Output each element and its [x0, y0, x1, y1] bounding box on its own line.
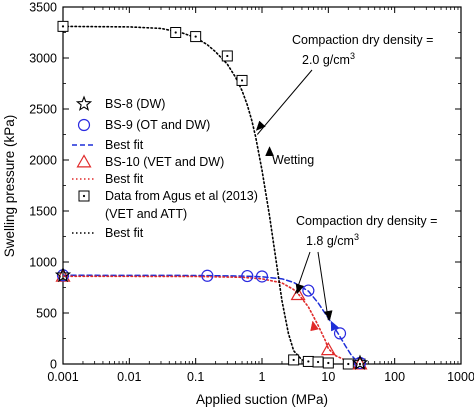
data-point-circle: [201, 269, 214, 282]
y-tick-label: 1000: [29, 256, 57, 270]
annotation-text: Wetting: [272, 153, 314, 167]
y-tick-label: 2000: [29, 154, 57, 168]
series-line-4: [63, 275, 361, 364]
y-axis-label: Swelling pressure (kPa): [2, 115, 17, 258]
data-point-dotted-square: [190, 31, 202, 43]
y-tick-label: 1500: [29, 205, 57, 219]
legend-label-line: Best fit: [105, 172, 144, 186]
data-point-star: [351, 354, 369, 370]
x-tick-label: 1: [259, 370, 266, 384]
data-point-circle: [302, 284, 315, 297]
square-marker-dot: [358, 362, 362, 366]
legend-item: BS-8 (DW): [75, 95, 165, 111]
data-point-circle: [241, 269, 254, 283]
x-tick-label: 1000: [447, 370, 474, 384]
legend-swatch-marker: [78, 190, 90, 202]
ticks: 0.001 0.01 0.1 1 10 100 1000 0 500 1000 1500 2000 25…: [29, 1, 474, 385]
data-point-triangle: [290, 286, 306, 301]
arrow-head: [323, 310, 333, 321]
square-marker-dot: [174, 31, 177, 34]
x-tick-label: 10: [321, 370, 335, 384]
legend-label: Data from Agus et al (2013) (VET and ATT): [105, 189, 258, 221]
superscript: 3: [350, 51, 355, 61]
data-point-dotted-square: [57, 20, 69, 32]
legend-label: Best fit: [105, 172, 144, 186]
legend-label-line: Data from Agus et al (2013): [105, 189, 258, 203]
legend: BS-8 (DW) BS-9 (OT and DW) Best fit BS-10 (…: [72, 95, 258, 240]
y-tick-label: 3500: [29, 1, 57, 15]
legend-label-line: BS-8 (DW): [105, 97, 165, 111]
data-point-triangle: [320, 342, 336, 356]
arrow-head: [265, 146, 274, 156]
legend-label: BS-10 (VET and DW): [105, 155, 224, 169]
legend-item: BS-10 (VET and DW): [76, 154, 224, 169]
legend-label-line: (VET and ATT): [105, 207, 187, 221]
markers-layer: [54, 20, 369, 370]
legend-label-line: BS-10 (VET and DW): [105, 155, 224, 169]
data-point-circle: [333, 327, 347, 340]
data-point-dotted-square: [342, 358, 354, 370]
legend-swatch-marker: [75, 95, 93, 111]
annotation-text: 1.8 g/cm3: [306, 232, 359, 248]
square-marker-dot: [316, 360, 320, 364]
legend-item: Best fit: [72, 138, 144, 152]
square-marker-dot: [347, 362, 350, 366]
legend-label: Best fit: [105, 138, 144, 152]
annotation-pointer: [317, 251, 329, 321]
legend-item: Best fit: [72, 226, 144, 240]
legend-swatch-marker: [76, 154, 92, 168]
data-point-dotted-square: [312, 356, 324, 368]
data-point-dotted-square: [221, 50, 233, 62]
square-marker-dot: [327, 361, 330, 365]
legend-item: BS-9 (OT and DW): [77, 118, 210, 132]
y-tick-label: 2500: [29, 103, 57, 117]
data-point-dotted-square: [288, 354, 300, 366]
legend-item: Best fit: [72, 172, 144, 186]
annotation-text: 2.0 g/cm3: [302, 51, 355, 67]
annotation-text: Compaction dry density =: [292, 33, 433, 47]
x-tick-label: 0.01: [117, 370, 141, 384]
square-marker-dot: [61, 25, 65, 28]
square-marker-dot: [240, 79, 244, 82]
square-marker-dot: [307, 360, 310, 363]
x-tick-label: 100: [384, 370, 405, 384]
data-point-dotted-square: [170, 27, 182, 38]
series-line-6: [63, 25, 330, 364]
legend-label-line: Best fit: [105, 226, 144, 240]
square-marker-dot: [292, 358, 295, 362]
arrow-head: [255, 120, 266, 131]
data-point-star: [54, 266, 72, 283]
square-marker-dot: [194, 35, 197, 38]
legend-label-line: BS-9 (OT and DW): [105, 118, 210, 132]
square-marker-dot: [226, 54, 229, 58]
legend-label: BS-9 (OT and DW): [105, 118, 210, 132]
data-point-dotted-square: [322, 357, 334, 369]
legend-label: BS-8 (DW): [105, 97, 165, 111]
legend-label-line: Best fit: [105, 138, 144, 152]
legend-item: Data from Agus et al (2013) (VET and ATT): [78, 189, 258, 221]
x-tick-label: 0.1: [187, 370, 204, 384]
annotations-layer: Compaction dry density = 2.0 g/cm3 Wetting…: [255, 33, 437, 332]
series-line-2: [63, 274, 361, 364]
y-tick-label: 500: [36, 307, 57, 321]
x-axis-label: Applied suction (MPa): [196, 392, 328, 407]
x-tick-label: 0.001: [47, 370, 78, 384]
annotation-pointer: [256, 69, 313, 135]
y-tick-label: 3000: [29, 52, 57, 66]
annotation-text: Compaction dry density =: [296, 214, 437, 228]
superscript: 3: [354, 232, 359, 242]
y-tick-label: 0: [50, 358, 57, 372]
arrow-head: [330, 320, 340, 332]
arrow-head: [310, 320, 319, 332]
series-layer: [63, 25, 361, 364]
arrow-head: [295, 283, 305, 295]
square-marker-dot: [82, 194, 86, 198]
data-point-circle: [255, 270, 269, 283]
data-point-dotted-square: [302, 355, 314, 367]
data-point-dotted-square: [236, 74, 248, 86]
legend-swatch-marker: [77, 118, 91, 132]
legend-label: Best fit: [105, 226, 144, 240]
